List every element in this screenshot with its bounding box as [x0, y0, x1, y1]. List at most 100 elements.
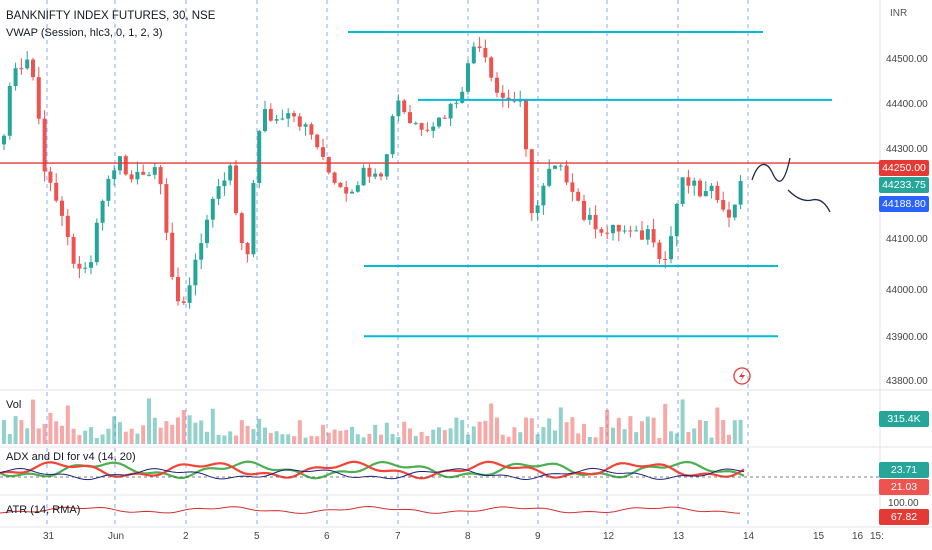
time-tick: 15: — [870, 531, 884, 542]
volume-bar — [437, 427, 441, 444]
alert-price-tag[interactable]: 44250.00 — [879, 160, 929, 176]
candle-body — [390, 116, 395, 155]
candle-body — [303, 124, 308, 127]
candle-body — [570, 182, 575, 192]
volume-bar — [506, 436, 511, 444]
volume-bar — [31, 399, 35, 444]
volume-bar — [535, 434, 540, 444]
candle-body — [599, 229, 604, 233]
candle-body — [210, 198, 215, 220]
volume-bar — [164, 421, 169, 444]
candle-body — [147, 174, 151, 176]
volume-bar — [408, 428, 412, 444]
volume-bar — [448, 428, 453, 444]
volume-bar — [495, 417, 499, 444]
volume-value-tag: 315.4K — [879, 411, 929, 427]
volume-bar — [593, 437, 598, 444]
candle-body — [454, 102, 459, 104]
volume-bar — [303, 437, 308, 444]
volume-bar — [60, 425, 64, 444]
volume-bar — [384, 422, 389, 444]
volume-legend[interactable]: Vol — [6, 399, 22, 411]
candle-body — [495, 77, 499, 93]
volume-bar — [680, 399, 685, 444]
volume-bar — [83, 430, 88, 444]
candle-body — [199, 243, 204, 260]
volume-bar — [529, 418, 534, 444]
volume-bar — [152, 417, 157, 444]
volume-bar — [373, 424, 378, 444]
candle-body — [448, 103, 453, 119]
volume-bar — [48, 412, 53, 444]
symbol-title[interactable]: BANKNIFTY INDEX FUTURES, 30, NSE — [6, 10, 216, 22]
volume-bar — [321, 424, 325, 444]
volume-bar — [158, 427, 163, 444]
candle-body — [634, 230, 639, 232]
vwap-legend[interactable]: VWAP (Session, hlc3, 0, 1, 2, 3) — [6, 27, 163, 39]
adx-line — [0, 467, 745, 481]
candle-body — [396, 100, 401, 117]
time-tick: 8 — [465, 531, 471, 542]
adx-lines — [0, 460, 880, 481]
price-tick: 44400.00 — [886, 99, 928, 110]
candle-body — [170, 232, 175, 277]
volume-bar — [187, 415, 192, 444]
volume-bar — [170, 424, 175, 444]
volume-bar — [280, 434, 285, 444]
candle-body — [738, 180, 743, 205]
atr-legend[interactable]: ATR (14, RMA) — [6, 504, 81, 516]
candle-body — [268, 108, 273, 121]
vwap-price-tag[interactable]: 44188.80 — [879, 196, 929, 212]
volume-bar — [54, 421, 59, 444]
volume-bar — [13, 416, 18, 444]
candle-body — [361, 167, 366, 186]
volume-bar — [355, 434, 360, 444]
adx-legend[interactable]: ADX and DI for v4 (14, 20) — [6, 451, 136, 463]
candle-body — [442, 117, 447, 119]
candle-body — [216, 186, 221, 199]
volume-bar — [541, 427, 546, 444]
candle-body — [321, 147, 325, 157]
lightning-icon[interactable] — [733, 367, 751, 385]
volume-bar — [176, 417, 180, 444]
volume-bar — [616, 417, 621, 444]
candle-body — [651, 229, 656, 243]
time-tick: 13 — [673, 531, 685, 542]
freehand-drawing-lower[interactable] — [787, 189, 831, 213]
adx-green-tag: 23.71 — [879, 462, 929, 478]
last-price-tag[interactable]: 44233.75 — [879, 177, 929, 193]
volume-bar — [628, 416, 633, 444]
candle-body — [54, 182, 59, 201]
volume-bar — [222, 435, 227, 444]
candle-body — [553, 165, 557, 169]
volume-bar — [715, 407, 720, 444]
volume-bar — [553, 430, 557, 444]
volume-bar — [657, 437, 662, 444]
volume-bar — [558, 407, 563, 444]
volume-bar — [576, 433, 581, 444]
candle-body — [640, 230, 644, 240]
horizontal-levels[interactable] — [348, 31, 832, 338]
volume-bar — [257, 418, 262, 444]
candle-body — [384, 154, 389, 177]
candle-body — [524, 100, 528, 150]
candle-body — [36, 77, 41, 119]
candle-body — [239, 213, 244, 244]
candle-body — [257, 131, 262, 183]
candle-body — [280, 118, 285, 120]
candle-body — [315, 134, 320, 148]
candle-body — [506, 97, 511, 100]
candle-body — [471, 46, 476, 64]
volume-bar — [686, 432, 691, 444]
volume-bar — [77, 435, 82, 444]
volume-bar — [442, 430, 447, 444]
volume-bar — [89, 427, 93, 444]
candle-body — [181, 301, 186, 303]
volume-bar — [326, 432, 331, 444]
volume-bar — [634, 432, 639, 444]
volume-bar — [135, 433, 140, 444]
candle-body — [77, 263, 82, 269]
volume-bar — [431, 429, 436, 444]
freehand-drawing-upper[interactable] — [751, 157, 791, 182]
